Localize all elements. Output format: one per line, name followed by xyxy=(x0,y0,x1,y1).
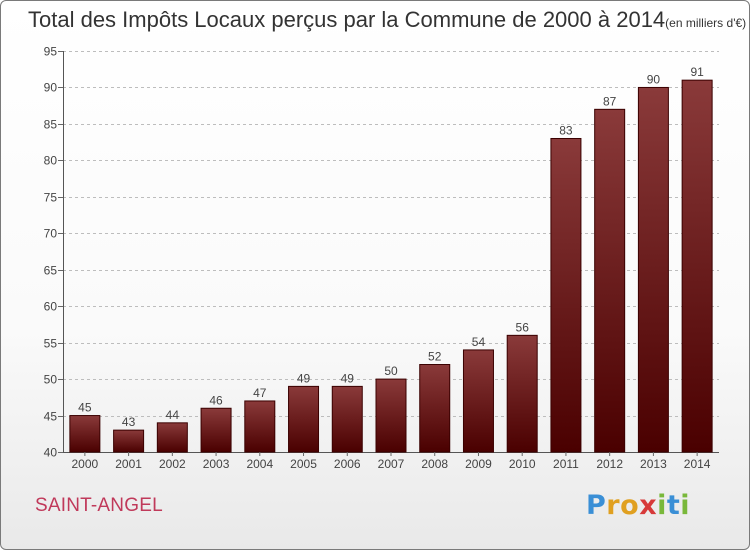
bar xyxy=(69,415,101,453)
bar xyxy=(331,385,363,453)
bar xyxy=(156,422,188,453)
x-tick-label: 2001 xyxy=(115,457,142,471)
y-tick-label: 70 xyxy=(44,227,58,241)
logo-letter: P xyxy=(586,490,607,521)
x-tick-label: 2006 xyxy=(334,457,361,471)
logo-letter: i xyxy=(657,490,667,521)
bar-value-label: 49 xyxy=(297,371,311,385)
bar-value-label: 83 xyxy=(559,123,573,137)
bar-value-label: 54 xyxy=(472,335,486,349)
bar-value-label: 47 xyxy=(253,386,267,400)
y-tick-label: 40 xyxy=(44,446,58,460)
y-tick-label: 45 xyxy=(44,410,58,424)
bar-value-label: 49 xyxy=(341,371,355,385)
bar-value-label: 45 xyxy=(78,401,92,415)
bar xyxy=(200,407,232,453)
bar-value-label: 91 xyxy=(690,65,704,79)
x-tick-label: 2002 xyxy=(159,457,186,471)
chart-title-unit: (en milliers d'€) xyxy=(665,16,747,30)
logo-letter: r xyxy=(606,490,621,521)
chart-title: Total des Impôts Locaux perçus par la Co… xyxy=(28,7,746,33)
bar xyxy=(419,364,451,453)
y-tick-label: 60 xyxy=(44,300,58,314)
x-tick-label: 2008 xyxy=(421,457,448,471)
x-tick-label: 2009 xyxy=(465,457,492,471)
y-tick-label: 80 xyxy=(44,154,58,168)
y-tick-label: 90 xyxy=(44,81,58,95)
logo-letter: i xyxy=(680,490,691,521)
bar-value-label: 56 xyxy=(516,320,530,334)
logo-letter: x xyxy=(639,490,658,521)
y-tick-label: 50 xyxy=(44,373,58,387)
bar xyxy=(681,79,713,453)
chart-title-main: Total des Impôts Locaux perçus par la Co… xyxy=(28,7,666,32)
proxiti-logo: Proxiti xyxy=(586,490,690,521)
bar-value-label: 44 xyxy=(166,408,180,422)
x-tick-label: 2010 xyxy=(509,457,536,471)
x-tick-label: 2014 xyxy=(684,457,711,471)
x-tick-label: 2007 xyxy=(378,457,405,471)
bar-value-label: 87 xyxy=(603,94,617,108)
bar xyxy=(288,385,320,453)
x-tick-label: 2013 xyxy=(640,457,667,471)
bar xyxy=(550,137,582,453)
x-tick-label: 2004 xyxy=(246,457,273,471)
logo-letter: t xyxy=(666,490,681,521)
bar xyxy=(594,108,626,453)
x-tick-label: 2011 xyxy=(553,457,579,471)
bar xyxy=(637,86,669,453)
bar-value-label: 52 xyxy=(428,350,442,364)
bar xyxy=(113,429,145,453)
bar-value-label: 50 xyxy=(384,364,398,378)
y-tick-label: 85 xyxy=(44,118,58,132)
x-tick-label: 2012 xyxy=(596,457,623,471)
bar xyxy=(462,349,494,453)
bar xyxy=(375,378,407,453)
commune-name: SAINT-ANGEL xyxy=(35,495,163,516)
logo-letter: o xyxy=(620,490,640,521)
bar-value-label: 43 xyxy=(122,415,136,429)
x-tick-label: 2000 xyxy=(72,457,99,471)
y-tick-label: 65 xyxy=(44,264,58,278)
bar-value-label: 90 xyxy=(647,72,661,86)
x-tick-label: 2005 xyxy=(290,457,317,471)
bar-value-label: 46 xyxy=(209,393,223,407)
y-tick-label: 95 xyxy=(44,45,58,59)
bar xyxy=(506,334,538,453)
bar xyxy=(244,400,276,453)
x-tick-label: 2003 xyxy=(203,457,230,471)
y-tick-label: 55 xyxy=(44,337,58,351)
y-tick-label: 75 xyxy=(44,191,58,205)
